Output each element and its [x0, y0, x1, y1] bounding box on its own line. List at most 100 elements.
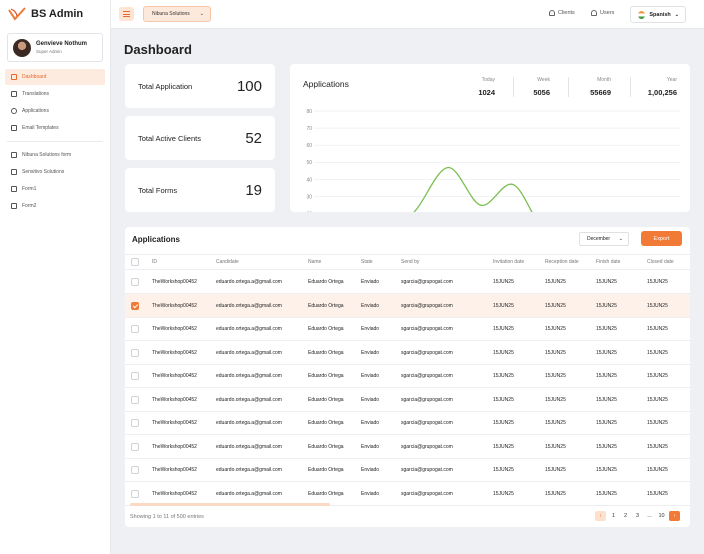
table-cell: eduardo.ortega.a@gmail.com	[216, 396, 282, 403]
table-row[interactable]: TheWorkshop00452 eduardo.ortega.a@gmail.c…	[125, 341, 690, 365]
select-all-checkbox[interactable]	[131, 258, 139, 266]
next-page-button[interactable]: ›	[669, 511, 680, 521]
row-checkbox[interactable]	[131, 348, 139, 357]
table-row[interactable]: TheWorkshop00452 eduardo.ortega.a@gmail.c…	[125, 435, 690, 459]
table-cell: eduardo.ortega.a@gmail.com	[216, 443, 282, 450]
column-header[interactable]: Send by	[401, 259, 420, 265]
month-label: December	[587, 236, 611, 242]
sidebar-item-sensitivo[interactable]: Sensitivo Solutions	[5, 164, 105, 180]
avatar	[13, 38, 31, 57]
column-header[interactable]: Closed date	[647, 259, 674, 265]
stat-month: Month 55669	[590, 77, 611, 97]
table-title: Applications	[132, 235, 181, 244]
table-cell: TheWorkshop00452	[152, 326, 197, 332]
table-cell: eduardo.ortega.a@gmail.com	[216, 420, 282, 426]
app-title: BS Admin	[31, 8, 84, 20]
table-cell: 15JUN25	[545, 490, 566, 497]
sidebar-item-dashboard[interactable]: Dashboard	[5, 69, 105, 85]
organization-select[interactable]: Nibuna Solutions ⌄	[143, 6, 211, 22]
stat-year: Year 1,00,256	[648, 77, 677, 97]
column-header[interactable]: Name	[308, 259, 322, 265]
row-checkbox[interactable]	[131, 278, 139, 286]
column-header[interactable]: State	[361, 259, 373, 265]
page-button[interactable]: 3	[635, 513, 640, 519]
column-header[interactable]: Reception date	[545, 259, 579, 265]
table-cell: Eduardo Ortega	[308, 420, 344, 426]
page-button[interactable]: 2	[623, 513, 628, 519]
table-cell: 15JUN25	[596, 396, 617, 403]
table-row[interactable]: TheWorkshop00452 eduardo.ortega.a@gmail.c…	[125, 270, 690, 294]
language-label: Spanish	[649, 11, 671, 18]
table-cell: 15JUN25	[596, 326, 617, 332]
table-row[interactable]: TheWorkshop00452 eduardo.ortega.a@gmail.c…	[125, 364, 690, 388]
month-select[interactable]: December ⌄	[579, 232, 629, 246]
row-checkbox[interactable]	[131, 301, 139, 310]
row-checkbox[interactable]	[131, 372, 139, 380]
logo[interactable]: BS Admin	[8, 7, 83, 21]
applications-table-card: Applications December ⌄ Export ID Candid…	[125, 227, 690, 527]
menu-icon[interactable]	[119, 7, 134, 21]
pagination: ‹ 1 2 3 ... 10 ›	[595, 511, 680, 521]
row-checkbox[interactable]	[131, 466, 139, 474]
row-checkbox[interactable]	[131, 395, 139, 404]
table-row[interactable]: TheWorkshop00452 eduardo.ortega.a@gmail.c…	[125, 293, 690, 318]
row-checkbox[interactable]	[131, 419, 139, 427]
page-title: Dashboard	[124, 42, 192, 57]
clients-link[interactable]: Clients	[549, 10, 575, 16]
export-button[interactable]: Export	[641, 231, 682, 246]
logo-icon	[8, 7, 26, 21]
sidebar-item-email-templates[interactable]: Email Templates	[5, 120, 105, 136]
chart-title: Applications	[303, 79, 349, 89]
sidebar-item-nibuna-form[interactable]: Nibuna Solutions form	[5, 147, 105, 163]
document-icon	[11, 203, 17, 209]
user-icon	[549, 10, 555, 16]
grid-icon	[11, 74, 17, 80]
column-header[interactable]: Finish date	[596, 259, 621, 265]
kpi-label: Total Application	[138, 81, 193, 91]
page-button[interactable]: 10	[658, 513, 665, 519]
row-checkbox[interactable]	[131, 442, 139, 451]
sidebar: BS Admin Genvieve Nothum Super Admin Das…	[0, 0, 111, 554]
sidebar-item-form1[interactable]: Form1	[5, 181, 105, 197]
table-row[interactable]: TheWorkshop00452 eduardo.ortega.a@gmail.c…	[125, 317, 690, 341]
table-row[interactable]: TheWorkshop00452 eduardo.ortega.a@gmail.c…	[125, 388, 690, 412]
table-cell: Eduardo Ortega	[308, 349, 344, 356]
table-cell: 15JUN25	[647, 302, 668, 309]
document-icon	[11, 169, 17, 175]
kpi-label: Total Forms	[138, 185, 178, 195]
language-select[interactable]: Spanish ⌄	[630, 6, 686, 23]
entries-summary: Showing 1 to 11 of 500 entries	[130, 514, 204, 520]
table-cell: Enviado	[361, 373, 380, 379]
table-cell: sgarcia@grupogat.com	[401, 490, 453, 497]
table-row[interactable]: TheWorkshop00452 eduardo.ortega.a@gmail.c…	[125, 482, 690, 506]
table-cell: 15JUN25	[596, 349, 617, 356]
document-icon	[11, 186, 17, 192]
row-checkbox[interactable]	[131, 325, 139, 333]
sidebar-item-label: Dashboard	[22, 74, 47, 80]
column-header[interactable]: Invitation date	[493, 259, 525, 265]
sidebar-item-applications[interactable]: Applications	[5, 103, 105, 119]
table-cell: TheWorkshop00452	[152, 302, 197, 309]
table-header: ID Candidate Name State Send by Invitati…	[125, 254, 690, 270]
sidebar-item-label: Form2	[22, 203, 37, 209]
table-cell: Eduardo Ortega	[308, 279, 344, 285]
profile-card[interactable]: Genvieve Nothum Super Admin	[7, 33, 103, 62]
users-link[interactable]: Users	[591, 10, 614, 16]
prev-page-button[interactable]: ‹	[595, 511, 606, 521]
kpi-value: 52	[245, 129, 262, 147]
column-header[interactable]: Candidate	[216, 259, 239, 265]
y-tick-label: 80	[306, 109, 312, 115]
table-cell: Eduardo Ortega	[308, 396, 344, 403]
horizontal-scrollbar[interactable]	[130, 503, 330, 506]
page-button[interactable]: 1	[611, 513, 616, 519]
table-cell: 15JUN25	[596, 467, 617, 473]
table-row[interactable]: TheWorkshop00452 eduardo.ortega.a@gmail.c…	[125, 411, 690, 435]
sidebar-item-translations[interactable]: Translations	[5, 86, 105, 102]
row-checkbox[interactable]	[131, 489, 139, 498]
heart-icon	[11, 108, 17, 114]
column-header[interactable]: ID	[152, 259, 157, 265]
table-row[interactable]: TheWorkshop00452 eduardo.ortega.a@gmail.c…	[125, 458, 690, 482]
table-cell: sgarcia@grupogat.com	[401, 396, 453, 403]
sidebar-item-form2[interactable]: Form2	[5, 198, 105, 214]
table-cell: 15JUN25	[545, 396, 566, 403]
